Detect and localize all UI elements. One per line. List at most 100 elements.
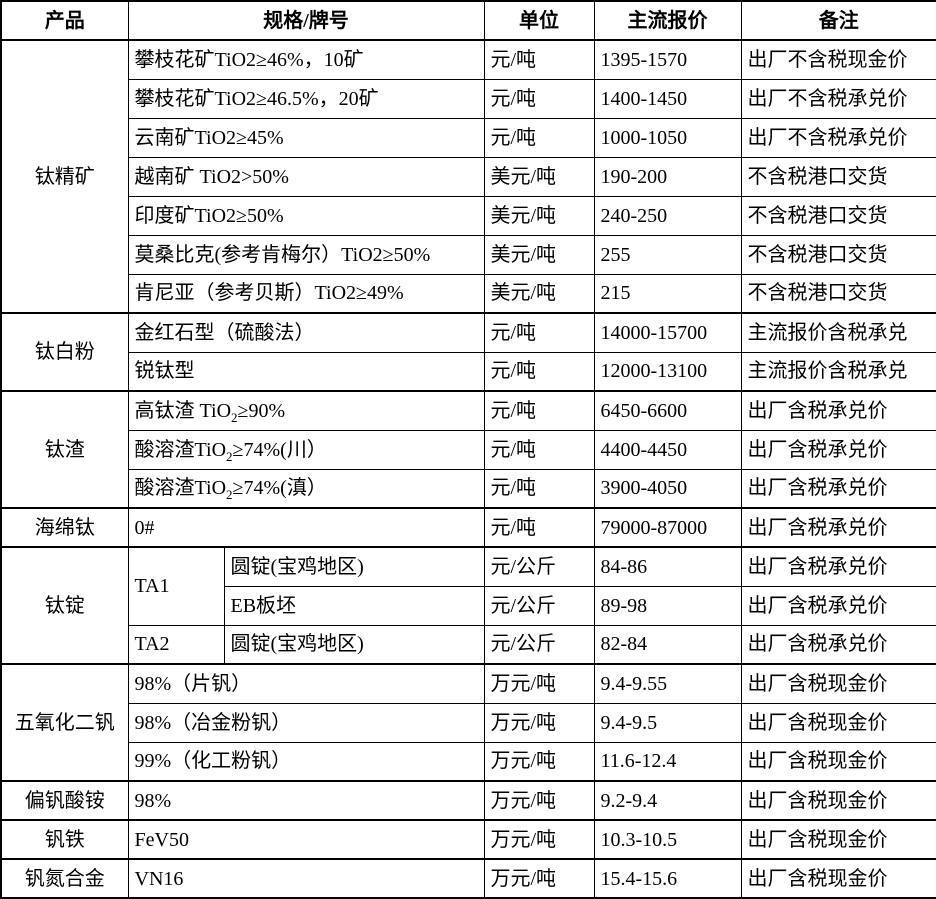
spec-cell: 98%（片钒） <box>127 663 485 704</box>
table-row: 钛渣 高钛渣 TiO2≥90% 元/吨 6450-6600 出厂含税承兑价 <box>0 390 936 509</box>
spec-cell: FeV50 <box>127 819 485 860</box>
table-row: 钛白粉 金红石型（硫酸法） 元/吨 14000-15700 主流报价含税承兑 <box>0 312 936 392</box>
unit-cell: 元/公斤 <box>483 546 595 587</box>
unit-cell: 美元/吨 <box>483 195 595 236</box>
price-cell: 255 <box>593 234 742 275</box>
note-cell: 出厂含税承兑价 <box>740 546 936 587</box>
price-cell: 14000-15700 <box>593 312 742 353</box>
note-cell: 主流报价含税承兑 <box>740 312 936 353</box>
product-group: 钛精矿 攀枝花矿TiO2≥46%，10矿 元/吨 1395-1570 出厂不含税现金价攀… <box>0 39 936 314</box>
spec-cell: 金红石型（硫酸法） <box>127 312 485 353</box>
unit-cell: 元/吨 <box>483 39 595 80</box>
price-cell: 82-84 <box>593 624 742 665</box>
price-cell: 89-98 <box>593 585 742 626</box>
price-cell: 12000-13100 <box>593 351 742 392</box>
price-cell: 215 <box>593 273 742 314</box>
product-cell: 偏钒酸铵 <box>0 780 129 821</box>
grade-cell: TA2 <box>127 624 225 665</box>
table-row: 莫桑比克(参考肯梅尔）TiO2≥50% 美元/吨 255 不含税港口交货 <box>1 234 936 275</box>
note-cell: 出厂含税承兑价 <box>740 624 936 665</box>
product-cell: 海绵钛 <box>0 507 129 548</box>
table-row: 钒氮合金 VN16 万元/吨 15.4-15.6 出厂含税现金价 <box>0 858 936 899</box>
spec-cell: 肯尼亚（参考贝斯）TiO2≥49% <box>127 273 485 314</box>
table-row: 98%（冶金粉钒） 万元/吨 9.4-9.5 出厂含税现金价 <box>1 702 936 743</box>
price-cell: 3900-4050 <box>593 468 742 509</box>
price-cell: 15.4-15.6 <box>593 858 742 899</box>
unit-cell: 元/吨 <box>483 351 595 392</box>
product-cell: 五氧化二钒 <box>0 663 129 782</box>
spec-cell: EB板坯 <box>223 585 485 626</box>
spec-cell: 莫桑比克(参考肯梅尔）TiO2≥50% <box>127 234 485 275</box>
product-cell: 钛精矿 <box>0 39 129 314</box>
product-group: 钛渣 高钛渣 TiO2≥90% 元/吨 6450-6600 出厂含税承兑价 酸溶渣TiO2… <box>0 390 936 509</box>
table-row: 肯尼亚（参考贝斯）TiO2≥49% 美元/吨 215 不含税港口交货 <box>1 273 936 314</box>
note-cell: 出厂含税承兑价 <box>740 429 936 470</box>
spec-cell: 高钛渣 TiO2≥90% <box>127 390 485 431</box>
table-row: 越南矿 TiO2>50% 美元/吨 190-200 不含税港口交货 <box>1 156 936 197</box>
header-unit: 单位 <box>483 0 595 41</box>
note-cell: 出厂含税承兑价 <box>740 390 936 431</box>
product-group: 钒铁 FeV50 万元/吨 10.3-10.5 出厂含税现金价 <box>0 819 936 860</box>
note-cell: 不含税港口交货 <box>740 156 936 197</box>
note-cell: 不含税港口交货 <box>740 234 936 275</box>
product-cell: 钛渣 <box>0 390 129 509</box>
unit-cell: 元/吨 <box>483 117 595 158</box>
table-row: 钛精矿 攀枝花矿TiO2≥46%，10矿 元/吨 1395-1570 出厂不含税现金价 <box>0 39 936 314</box>
product-cell: 钛白粉 <box>0 312 129 392</box>
spec-cell: 酸溶渣TiO2≥74%(川） <box>127 429 485 470</box>
spec-cell: 越南矿 TiO2>50% <box>127 156 485 197</box>
unit-cell: 元/吨 <box>483 429 595 470</box>
price-cell: 190-200 <box>593 156 742 197</box>
header-product: 产品 <box>0 0 129 41</box>
note-cell: 出厂含税现金价 <box>740 741 936 782</box>
unit-cell: 美元/吨 <box>483 234 595 275</box>
spec-cell: 98%（冶金粉钒） <box>127 702 485 743</box>
unit-cell: 万元/吨 <box>483 702 595 743</box>
price-cell: 10.3-10.5 <box>593 819 742 860</box>
spec-cell: 98% <box>127 780 485 821</box>
price-cell: 11.6-12.4 <box>593 741 742 782</box>
table-row: 钒铁 FeV50 万元/吨 10.3-10.5 出厂含税现金价 <box>0 819 936 860</box>
spec-cell: 云南矿TiO2≥45% <box>127 117 485 158</box>
table-row: 海绵钛 0# 元/吨 79000-87000 出厂含税承兑价 <box>0 507 936 548</box>
unit-cell: 元/吨 <box>483 78 595 119</box>
note-cell: 不含税港口交货 <box>740 195 936 236</box>
price-cell: 1000-1050 <box>593 117 742 158</box>
unit-cell: 美元/吨 <box>483 156 595 197</box>
table-row: 酸溶渣TiO2≥74%(滇） 元/吨 3900-4050 出厂含税承兑价 <box>1 468 936 509</box>
spec-cell: 0# <box>127 507 485 548</box>
spec-cell: 攀枝花矿TiO2≥46%，10矿 <box>127 39 485 80</box>
note-cell: 不含税港口交货 <box>740 273 936 314</box>
price-cell: 9.2-9.4 <box>593 780 742 821</box>
table-row: 偏钒酸铵 98% 万元/吨 9.2-9.4 出厂含税现金价 <box>0 780 936 821</box>
table-row: 锐钛型 元/吨 12000-13100 主流报价含税承兑 <box>1 351 936 392</box>
price-cell: 84-86 <box>593 546 742 587</box>
table-row: EB板坯 元/公斤 89-98 出厂含税承兑价 <box>1 585 936 626</box>
product-cell: 钒氮合金 <box>0 858 129 899</box>
price-cell: 6450-6600 <box>593 390 742 431</box>
spec-cell: 圆锭(宝鸡地区) <box>223 624 485 665</box>
table-row: 云南矿TiO2≥45% 元/吨 1000-1050 出厂不含税承兑价 <box>1 117 936 158</box>
table-row: 五氧化二钒 98%（片钒） 万元/吨 9.4-9.55 出厂含税现金价 <box>0 663 936 782</box>
note-cell: 出厂含税现金价 <box>740 858 936 899</box>
spec-cell: 酸溶渣TiO2≥74%(滇） <box>127 468 485 509</box>
unit-cell: 万元/吨 <box>483 780 595 821</box>
unit-cell: 元/公斤 <box>483 624 595 665</box>
header-note: 备注 <box>740 0 936 41</box>
product-group: 钛白粉 金红石型（硫酸法） 元/吨 14000-15700 主流报价含税承兑 锐钛型 元/吨… <box>0 312 936 392</box>
spec-cell: 印度矿TiO2≥50% <box>127 195 485 236</box>
price-cell: 1400-1450 <box>593 78 742 119</box>
price-cell: 9.4-9.55 <box>593 663 742 704</box>
unit-cell: 元/吨 <box>483 468 595 509</box>
spec-cell: 99%（化工粉钒） <box>127 741 485 782</box>
spec-cell: 攀枝花矿TiO2≥46.5%，20矿 <box>127 78 485 119</box>
spec-cell: 圆锭(宝鸡地区) <box>223 546 485 587</box>
table-row: 印度矿TiO2≥50% 美元/吨 240-250 不含税港口交货 <box>1 195 936 236</box>
grade-cell: TA1 <box>127 546 225 626</box>
header-price: 主流报价 <box>593 0 742 41</box>
spec-cell: VN16 <box>127 858 485 899</box>
note-cell: 出厂不含税现金价 <box>740 39 936 80</box>
note-cell: 出厂不含税承兑价 <box>740 78 936 119</box>
note-cell: 出厂含税承兑价 <box>740 507 936 548</box>
price-cell: 4400-4450 <box>593 429 742 470</box>
